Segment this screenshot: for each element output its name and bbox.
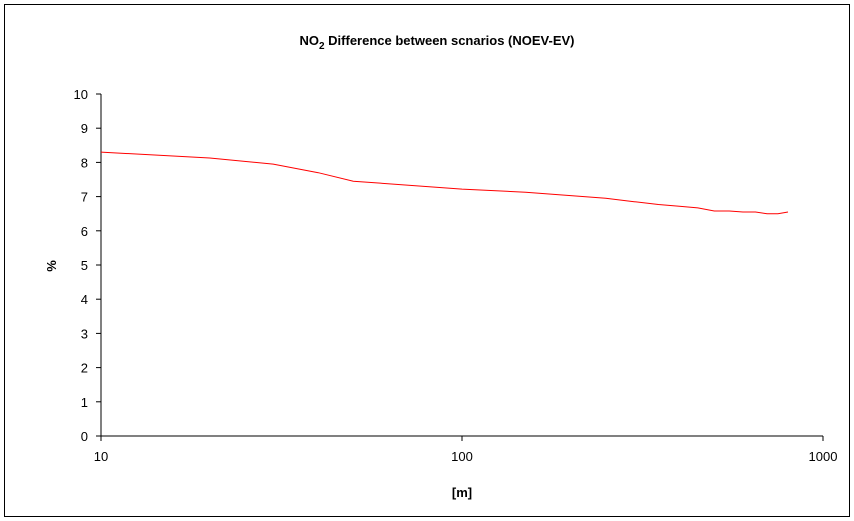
series-line (100, 151, 789, 215)
y-tick-label: 0 (81, 429, 88, 444)
y-tick-label: 9 (81, 121, 88, 136)
y-tick-label: 4 (81, 292, 88, 307)
x-tick-label: 10 (94, 449, 108, 464)
chart-title-main: NO (299, 33, 319, 48)
y-tick-label: 10 (74, 87, 88, 102)
plot-area: 0 1 2 3 4 5 6 7 8 9 10 10 100 1000 (74, 87, 838, 464)
y-axis-title: % (44, 260, 59, 272)
x-axis-title: [m] (452, 485, 472, 500)
chart-frame (4, 4, 850, 517)
y-tick-label: 5 (81, 258, 88, 273)
x-tick-label: 100 (451, 449, 473, 464)
chart-title-rest: Difference between scnarios (NOEV-EV) (325, 33, 575, 48)
y-tick-label: 2 (81, 361, 88, 376)
y-tick-label: 3 (81, 326, 88, 341)
chart-title: NO2 Difference between scnarios (NOEV-EV… (299, 33, 574, 52)
y-tick-label: 1 (81, 395, 88, 410)
chart-title-subscript: 2 (319, 41, 325, 52)
y-tick-label: 8 (81, 155, 88, 170)
y-tick-label: 6 (81, 224, 88, 239)
x-tick-label: 1000 (809, 449, 838, 464)
y-tick-label: 7 (81, 190, 88, 205)
